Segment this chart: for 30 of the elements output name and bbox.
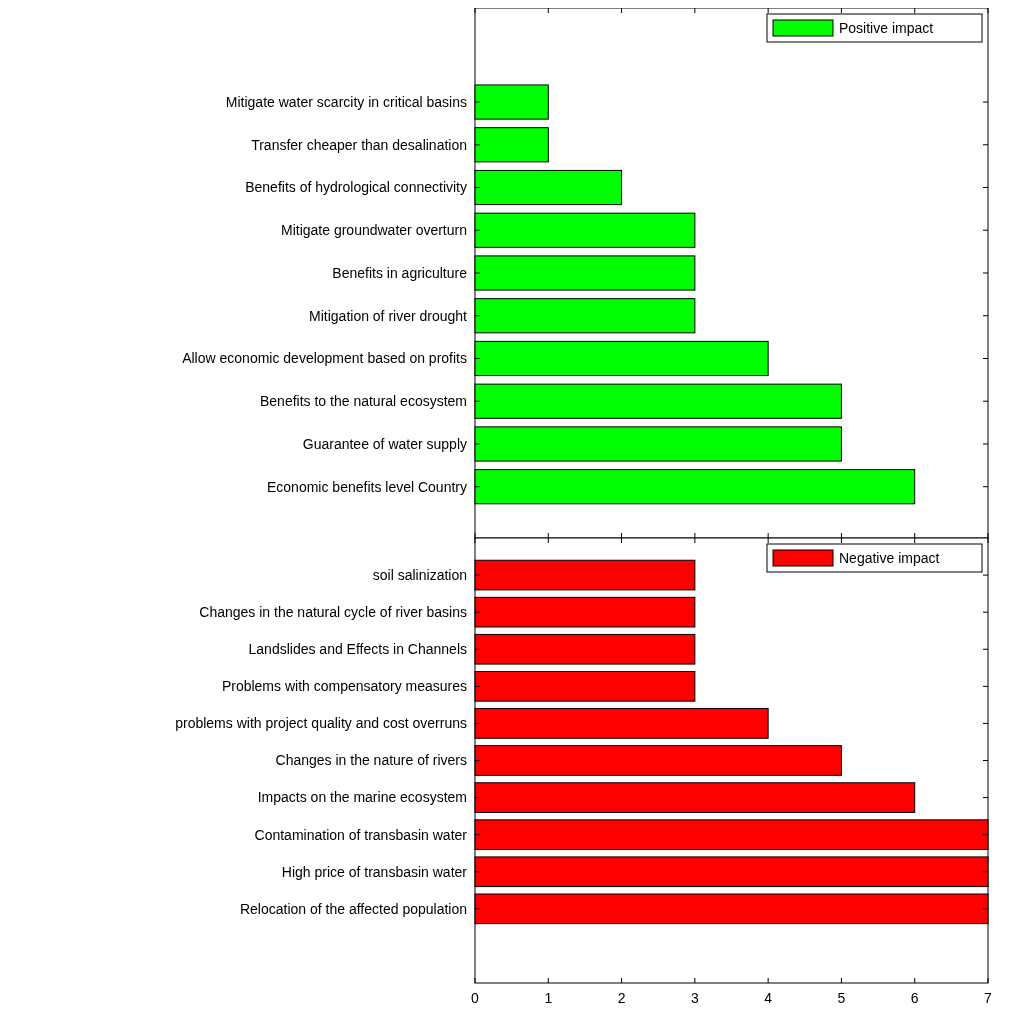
- x-tick-label: 2: [617, 990, 626, 1006]
- y-tick-label: Mitigate groundwater overturn: [281, 222, 467, 239]
- y-tick-label: Landslides and Effects in Channels: [248, 641, 467, 658]
- y-tick-label: Changes in the nature of rivers: [275, 752, 467, 769]
- y-tick-label: Economic benefits level Country: [267, 478, 467, 495]
- x-tick-label: 6: [910, 990, 919, 1006]
- y-tick-label: Allow economic development based on profits: [182, 350, 467, 367]
- y-tick-label: Mitigation of river drought: [309, 307, 468, 324]
- y-tick-label: High price of transbasin water: [281, 863, 468, 880]
- legend-label: Negative impact: [839, 550, 940, 566]
- y-tick-label: Benefits in agriculture: [332, 264, 468, 281]
- y-tick-label: Changes in the natural cycle of river basins: [199, 604, 467, 621]
- x-tick-label: 4: [764, 990, 773, 1006]
- x-tick-label: 0: [471, 990, 480, 1006]
- x-tick-label: 7: [984, 990, 993, 1006]
- x-tick-label: 3: [690, 990, 699, 1006]
- x-tick-label: 5: [837, 990, 846, 1006]
- y-tick-label: Problems with compensatory measures: [221, 678, 467, 695]
- y-tick-label: Impacts on the marine ecosystem: [257, 789, 467, 806]
- y-tick-label: Mitigate water scarcity in critical basins: [225, 93, 467, 110]
- legend-label: Positive impact: [839, 20, 934, 36]
- y-tick-label: problems with project quality and cost overruns: [175, 715, 467, 732]
- y-tick-label: Benefits to the natural ecosystem: [260, 393, 467, 410]
- y-tick-label: soil salinization: [372, 566, 467, 583]
- y-tick-label: Transfer cheaper than desalination: [251, 136, 467, 153]
- y-tick-label: Benefits of hydrological connectivity: [245, 179, 467, 196]
- y-tick-label: Contamination of transbasin water: [254, 826, 468, 843]
- y-tick-label: Relocation of the affected population: [239, 900, 467, 917]
- x-tick-label: 1: [544, 990, 553, 1006]
- y-tick-label: Guarantee of water supply: [302, 435, 467, 452]
